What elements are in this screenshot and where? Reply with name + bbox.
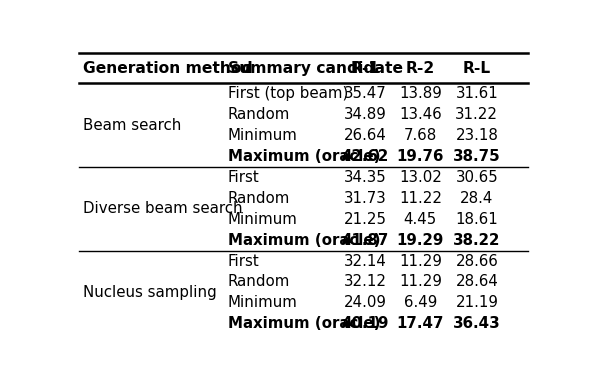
- Text: Minimum: Minimum: [228, 295, 298, 310]
- Text: 6.49: 6.49: [404, 295, 437, 310]
- Text: Minimum: Minimum: [228, 212, 298, 227]
- Text: Random: Random: [228, 191, 290, 206]
- Text: Nucleus sampling: Nucleus sampling: [83, 285, 217, 300]
- Text: 24.09: 24.09: [344, 295, 387, 310]
- Text: Diverse beam search: Diverse beam search: [83, 201, 243, 216]
- Text: R-L: R-L: [463, 61, 491, 76]
- Text: Generation method: Generation method: [83, 61, 253, 76]
- Text: 13.02: 13.02: [399, 170, 442, 185]
- Text: R-2: R-2: [406, 61, 435, 76]
- Text: First: First: [228, 170, 259, 185]
- Text: 36.43: 36.43: [453, 316, 501, 331]
- Text: 4.45: 4.45: [404, 212, 437, 227]
- Text: 11.29: 11.29: [399, 275, 442, 289]
- Text: 32.12: 32.12: [344, 275, 387, 289]
- Text: Summary candidate: Summary candidate: [228, 61, 403, 76]
- Text: 19.76: 19.76: [397, 149, 444, 164]
- Text: 17.47: 17.47: [397, 316, 444, 331]
- Text: 11.29: 11.29: [399, 254, 442, 269]
- Text: 38.75: 38.75: [453, 149, 501, 164]
- Text: 11.22: 11.22: [399, 191, 442, 206]
- Text: 19.29: 19.29: [397, 232, 444, 248]
- Text: 28.66: 28.66: [455, 254, 498, 269]
- Text: 42.62: 42.62: [342, 149, 389, 164]
- Text: 30.65: 30.65: [455, 170, 498, 185]
- Text: 31.73: 31.73: [344, 191, 387, 206]
- Text: 28.64: 28.64: [455, 275, 498, 289]
- Text: Minimum: Minimum: [228, 128, 298, 143]
- Text: 23.18: 23.18: [455, 128, 498, 143]
- Text: Maximum (oracle): Maximum (oracle): [228, 149, 380, 164]
- Text: R-1: R-1: [351, 61, 380, 76]
- Text: 31.61: 31.61: [455, 86, 498, 101]
- Text: 13.46: 13.46: [399, 107, 442, 122]
- Text: First (top beam): First (top beam): [228, 86, 348, 101]
- Text: 21.25: 21.25: [344, 212, 387, 227]
- Text: 40.19: 40.19: [342, 316, 389, 331]
- Text: 31.22: 31.22: [455, 107, 498, 122]
- Text: 35.47: 35.47: [344, 86, 387, 101]
- Text: 28.4: 28.4: [460, 191, 494, 206]
- Text: 21.19: 21.19: [455, 295, 498, 310]
- Text: 26.64: 26.64: [344, 128, 387, 143]
- Text: Random: Random: [228, 275, 290, 289]
- Text: 32.14: 32.14: [344, 254, 387, 269]
- Text: 13.89: 13.89: [399, 86, 442, 101]
- Text: 7.68: 7.68: [404, 128, 437, 143]
- Text: Maximum (oracle): Maximum (oracle): [228, 232, 380, 248]
- Text: 34.35: 34.35: [344, 170, 387, 185]
- Text: Maximum (oracle): Maximum (oracle): [228, 316, 380, 331]
- Text: 34.89: 34.89: [344, 107, 387, 122]
- Text: Random: Random: [228, 107, 290, 122]
- Text: First: First: [228, 254, 259, 269]
- Text: 41.87: 41.87: [342, 232, 389, 248]
- Text: Beam search: Beam search: [83, 118, 182, 133]
- Text: 18.61: 18.61: [455, 212, 498, 227]
- Text: 38.22: 38.22: [453, 232, 500, 248]
